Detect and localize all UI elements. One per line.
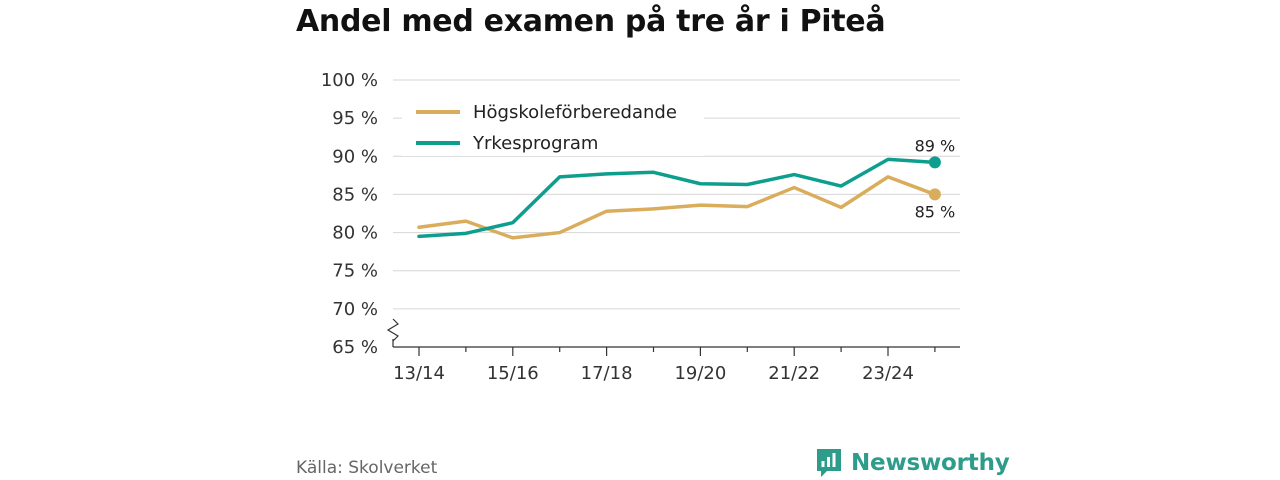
data-point xyxy=(928,156,941,169)
x-tick-label: 15/16 xyxy=(487,363,539,384)
end-value-label: 89 % xyxy=(915,136,956,155)
series-line-1 xyxy=(417,175,937,240)
y-tick-label: 100 % xyxy=(321,70,378,91)
data-point xyxy=(928,188,941,201)
brand-logo: Newsworthy xyxy=(815,447,1010,479)
axis-break-icon xyxy=(386,318,399,342)
y-tick-label: 85 % xyxy=(332,184,378,205)
axes xyxy=(386,318,960,348)
y-tick-label: 90 % xyxy=(332,146,378,167)
x-tick-label: 17/18 xyxy=(581,363,633,384)
y-axis-ticks: 65 % 70 % 75 % 80 % 85 % 90 % 95 % 100 % xyxy=(321,70,378,358)
x-tick-label: 23/24 xyxy=(862,363,914,384)
newsworthy-logo-icon xyxy=(817,449,841,477)
source-note: Källa: Skolverket xyxy=(296,458,438,478)
x-axis-ticks: 13/14 15/16 17/18 19/20 21/22 23/24 xyxy=(393,347,936,384)
series-lines: 85 % 89 % xyxy=(417,136,956,240)
end-value-label: 85 % xyxy=(915,202,956,221)
x-tick-label: 21/22 xyxy=(768,363,820,384)
x-tick-label: 19/20 xyxy=(674,363,726,384)
x-tick-label: 13/14 xyxy=(393,363,445,384)
y-tick-label: 80 % xyxy=(332,223,378,244)
y-tick-label: 65 % xyxy=(332,337,378,358)
brand-name: Newsworthy xyxy=(851,450,1010,476)
y-tick-label: 75 % xyxy=(332,261,378,282)
y-tick-label: 70 % xyxy=(332,299,378,320)
legend: Högskoleförberedande Yrkesprogram xyxy=(402,90,704,156)
legend-label: Yrkesprogram xyxy=(472,133,598,154)
legend-label: Högskoleförberedande xyxy=(473,102,677,123)
y-tick-label: 95 % xyxy=(332,108,378,129)
chart-title: Andel med examen på tre år i Piteå xyxy=(296,4,886,39)
series-line-2 xyxy=(417,157,937,239)
